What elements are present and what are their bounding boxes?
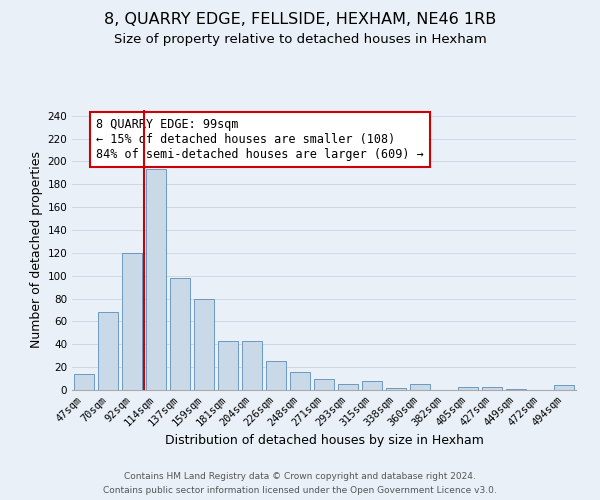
Bar: [314, 378, 334, 390]
X-axis label: Distribution of detached houses by size in Hexham: Distribution of detached houses by size …: [164, 434, 484, 447]
Bar: [74, 374, 94, 390]
Text: 8 QUARRY EDGE: 99sqm
← 15% of detached houses are smaller (108)
84% of semi-deta: 8 QUARRY EDGE: 99sqm ← 15% of detached h…: [96, 118, 424, 161]
Bar: [266, 362, 286, 390]
Text: Contains public sector information licensed under the Open Government Licence v3: Contains public sector information licen…: [103, 486, 497, 495]
Bar: [290, 372, 310, 390]
Bar: [386, 388, 406, 390]
Bar: [146, 170, 166, 390]
Bar: [98, 312, 118, 390]
Bar: [170, 278, 190, 390]
Bar: [362, 381, 382, 390]
Text: Size of property relative to detached houses in Hexham: Size of property relative to detached ho…: [113, 32, 487, 46]
Bar: [242, 341, 262, 390]
Bar: [458, 386, 478, 390]
Text: Contains HM Land Registry data © Crown copyright and database right 2024.: Contains HM Land Registry data © Crown c…: [124, 472, 476, 481]
Bar: [482, 386, 502, 390]
Text: 8, QUARRY EDGE, FELLSIDE, HEXHAM, NE46 1RB: 8, QUARRY EDGE, FELLSIDE, HEXHAM, NE46 1…: [104, 12, 496, 28]
Bar: [122, 253, 142, 390]
Bar: [194, 298, 214, 390]
Bar: [506, 389, 526, 390]
Y-axis label: Number of detached properties: Number of detached properties: [30, 152, 43, 348]
Bar: [338, 384, 358, 390]
Bar: [410, 384, 430, 390]
Bar: [554, 386, 574, 390]
Bar: [218, 341, 238, 390]
